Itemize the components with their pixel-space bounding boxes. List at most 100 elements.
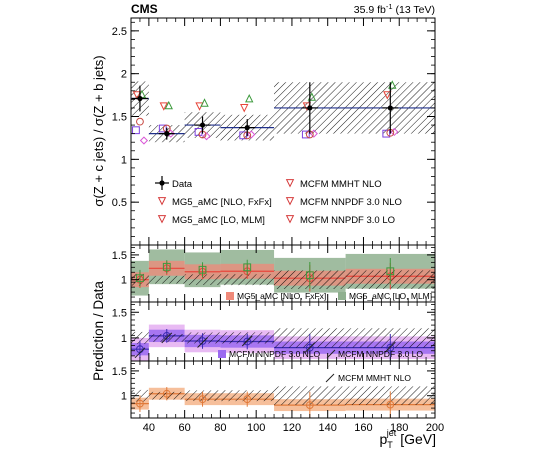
nnpdf-lo-marker	[390, 127, 399, 137]
x-axis-label-unit: [GeV]	[396, 431, 436, 447]
legend-nnpdf-lo-label: MCFM NNPDF 3.0 LO	[338, 349, 423, 359]
mmht-ratio-point	[305, 401, 314, 410]
y-tick-label: 0.5	[112, 197, 127, 209]
x-axis-label-sub: T	[387, 440, 393, 450]
fxfx-marker	[383, 91, 392, 100]
mlm-marker	[245, 94, 254, 103]
data-rel-uncertainty	[220, 274, 275, 286]
legend-marker	[159, 180, 165, 186]
y-tick-label: 1.5	[112, 366, 127, 378]
ratio-legend-madgraph: MG5_aMC [NLO, FxFx] MG5_aMC [LO, MLM]	[226, 291, 432, 301]
legend-marker	[285, 197, 295, 206]
legend-label: MG5_aMC [LO, MLM]	[172, 215, 265, 226]
luminosity-energy: (13 TeV)	[393, 4, 435, 16]
mlm-marker	[200, 98, 209, 107]
y-tick-label: 1	[121, 154, 127, 166]
legend-mmht-label: MCFM MMHT NLO	[338, 373, 411, 383]
y-tick-label: 1	[121, 391, 127, 403]
luminosity-exponent: -1	[386, 2, 393, 11]
legend-mlm-swatch	[338, 292, 346, 300]
ratio-y-axis-label: Prediction / Data	[91, 281, 106, 381]
nnpdf-nlo-marker	[132, 126, 140, 135]
data-point	[244, 125, 250, 131]
y-tick-label: 2.5	[112, 26, 127, 38]
x-axis-label-sup: jet	[386, 428, 397, 438]
y-tick-label: 1.5	[112, 250, 127, 262]
legend-marker	[285, 179, 295, 188]
fxfx-marker	[159, 102, 168, 111]
data-point	[307, 105, 313, 111]
mlm-ratio-point	[386, 267, 395, 276]
y-tick-label: 1.5	[112, 307, 127, 319]
x-axis-label: pTjet [GeV]	[380, 428, 437, 450]
nnpdf-nlo-ratio-point	[162, 331, 171, 340]
legend-label: MCFM MMHT NLO	[300, 179, 382, 190]
y-tick-label: 1	[121, 275, 127, 287]
nnpdf-lo-ratio-mark	[384, 341, 396, 353]
fxfx-marker	[132, 91, 142, 100]
ratio-legend-mcfm-nnpdf: MCFM NNPDF 3.0 NLO MCFM NNPDF 3.0 LO	[218, 349, 423, 359]
mlm-ratio-point	[305, 271, 314, 280]
legend-marker	[157, 197, 167, 206]
legend-marker	[285, 215, 295, 224]
mmht-marker	[136, 117, 144, 126]
y-tick-label: 2	[121, 69, 127, 81]
legend-fxfx-swatch	[226, 292, 234, 300]
mlm-ratio-point	[243, 263, 252, 272]
data-rel-uncertainty	[131, 331, 149, 344]
nnpdf-nlo-ratio-point	[198, 337, 207, 345]
data-rel-uncertainty	[148, 275, 185, 284]
x-tick-label: 80	[214, 422, 226, 434]
data-point	[199, 122, 206, 128]
data-point	[387, 105, 393, 111]
legend-label: MCFM NNPDF 3.0 NLO	[300, 197, 402, 208]
x-tick-label: 60	[179, 422, 191, 434]
nnpdf-nlo-marker	[382, 129, 391, 138]
nnpdf-lo-marker	[202, 132, 211, 141]
mlm-marker	[164, 100, 173, 110]
x-tick-label: 40	[143, 422, 155, 434]
legend-mlm-label: MG5_aMC [LO, MLM]	[349, 291, 432, 301]
nnpdf-lo-ratio-mark	[304, 342, 316, 354]
legend-marker	[157, 215, 167, 224]
mmht-ratio-point	[162, 389, 171, 398]
luminosity-label: 35.9 fb-1 (13 TeV)	[354, 2, 435, 16]
y-tick-label: 1.5	[112, 112, 127, 124]
nnpdf-nlo-marker	[301, 130, 310, 139]
nnpdf-lo-ratio-mark	[241, 335, 253, 347]
nnpdf-nlo-ratio-point	[386, 343, 395, 352]
mmht-ratio-point	[198, 395, 207, 404]
main-legend: Data MG5_aMC [NLO, FxFx] MG5_aMC [LO, MLM]…	[155, 176, 402, 226]
mlm-ratio-point	[136, 274, 144, 283]
ratio-panel-mcfm-mmht: 1 1.5 MCFM MMHT NLO	[112, 360, 436, 419]
x-tick-label: 200	[426, 422, 444, 434]
x-tick-label: 160	[354, 422, 372, 434]
x-tick-label: 120	[283, 422, 301, 434]
y-tick-label: 1	[121, 333, 127, 345]
x-axis-label-main: p	[380, 431, 388, 447]
main-y-axis-label: σ(Z + c jets) / σ(Z + b jets)	[91, 55, 106, 206]
x-tick-label: 100	[247, 422, 265, 434]
nnpdf-lo-ratio-mark	[161, 332, 173, 344]
mmht-ratio-point	[136, 399, 144, 408]
x-tick-label: 140	[319, 422, 337, 434]
legend-nnpdf-lo-swatch	[326, 349, 336, 359]
legend-label: MCFM NNPDF 3.0 LO	[300, 215, 395, 226]
nnpdf-lo-ratio-mark	[134, 347, 146, 359]
nnpdf-nlo-ratio-point	[243, 337, 252, 346]
legend-nnpdf-nlo-label: MCFM NNPDF 3.0 NLO	[229, 349, 321, 359]
legend-label: MG5_aMC [NLO, FxFx]	[172, 197, 272, 208]
mmht-ratio-point	[243, 395, 252, 404]
x-axis-ticks: 40 60 80 100 120 140 160 180 200	[143, 422, 444, 434]
ratio-panel-madgraph: 1 1.5 MG5_aMC [NLO, FxFx] MG5_aMC [LO, MLM…	[112, 244, 436, 303]
legend-nnpdf-nlo-swatch	[218, 350, 226, 358]
data-point	[164, 131, 170, 137]
fxfx-marker	[240, 104, 249, 113]
legend-mmht-swatch	[325, 373, 335, 383]
ratio-panel-mcfm-nnpdf: 1 1.5 MCFM NNPDF 3.0 NLO MCFM NNPDF 3.0 LO	[112, 301, 436, 362]
nnpdf-lo-marker	[247, 130, 256, 139]
main-panel: 0.5 1 1.5 2 2.5 Data MG5_aMC [NLO, FxFx] MG5_a…	[112, 17, 436, 246]
nnpdf-lo-ratio-mark	[197, 337, 208, 348]
mlm-ratio-point	[162, 262, 171, 271]
